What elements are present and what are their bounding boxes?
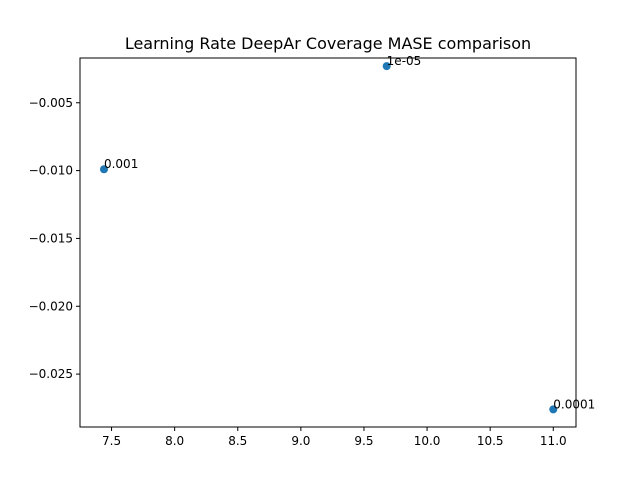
x-axis: 7.5 8.0 8.5 9.0 9.5 10.0 10.5 11.0 [102,427,567,448]
point-label: 0.0001 [553,397,595,411]
y-tick-label: −0.015 [29,231,73,245]
x-tick-label: 9.5 [354,434,373,448]
x-tick-label: 9.0 [291,434,310,448]
scatter-point [382,62,391,71]
point-label: 0.001 [104,157,138,171]
y-tick-label: −0.020 [29,299,73,313]
chart-title: Learning Rate DeepAr Coverage MASE compa… [125,34,531,53]
y-tick-label: −0.025 [29,367,73,381]
y-axis: −0.005 −0.010 −0.015 −0.020 −0.025 [29,96,80,381]
point-label: 1e-05 [387,54,422,68]
x-tick-label: 7.5 [102,434,121,448]
y-tick-label: −0.005 [29,96,73,110]
scatter-point [99,165,108,174]
x-tick-label: 10.0 [414,434,441,448]
y-tick-label: −0.010 [29,164,73,178]
plot-frame [79,57,577,428]
x-tick-label: 8.5 [228,434,247,448]
x-tick-label: 11.0 [540,434,567,448]
scatter-point [549,405,558,414]
x-tick-label: 8.0 [165,434,184,448]
x-tick-label: 10.5 [477,434,504,448]
